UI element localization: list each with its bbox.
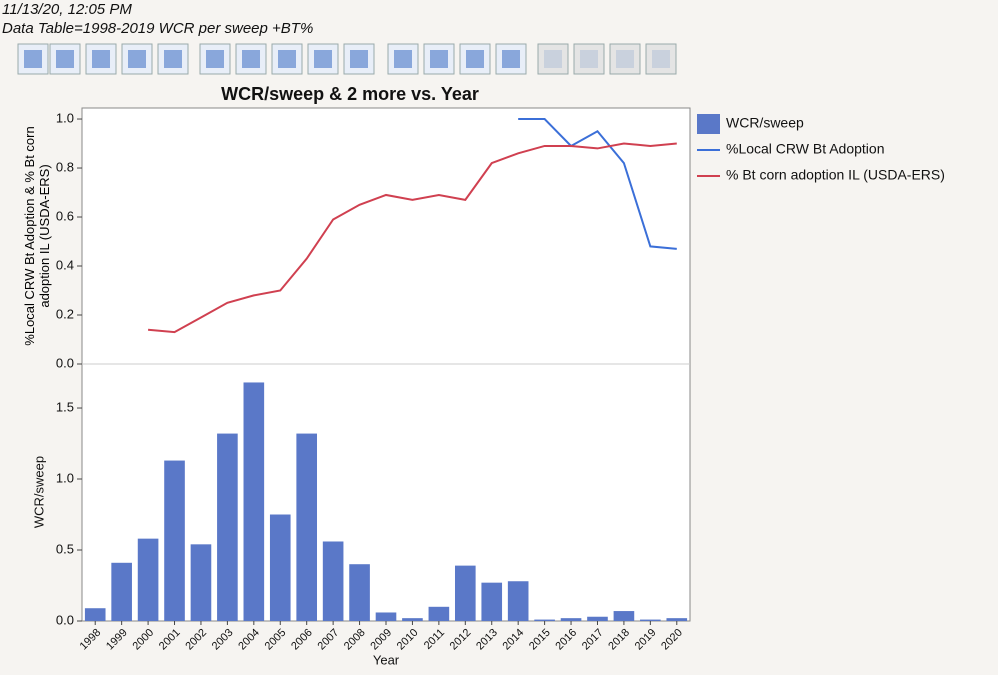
bar	[164, 460, 185, 621]
x-tick-label: 1999	[104, 627, 130, 653]
tool-icon	[164, 50, 182, 68]
y-tick-label: 0.0	[56, 612, 74, 627]
line	[518, 118, 677, 250]
x-tick-label: 2017	[580, 627, 606, 653]
y-tick-label: 1.0	[56, 110, 74, 125]
x-tick-label: 2001	[157, 627, 183, 653]
y-tick-label: 1.0	[56, 470, 74, 485]
timestamp: 11/13/20, 12:05 PM	[2, 1, 132, 18]
chart-title: WCR/sweep & 2 more vs. Year	[221, 84, 479, 104]
y-tick-label: 1.5	[56, 399, 74, 414]
x-tick-label: 2015	[527, 627, 553, 653]
tool-icon	[580, 50, 598, 68]
x-tick-label: 2018	[606, 627, 632, 653]
tool-icon	[56, 50, 74, 68]
bar	[560, 618, 582, 621]
x-tick-label: 2006	[289, 627, 315, 653]
x-tick-label: 2019	[633, 627, 659, 653]
table-name: Data Table=1998-2019 WCR per sweep +BT%	[2, 20, 314, 37]
y-tick-label: 0.8	[56, 159, 74, 174]
bar	[640, 619, 661, 621]
tool-button[interactable]	[609, 43, 641, 75]
bar	[666, 618, 688, 621]
legend-label: %Local CRW Bt Adoption	[726, 141, 885, 157]
bar	[217, 433, 238, 621]
bar	[349, 564, 370, 621]
bar	[402, 618, 423, 621]
tool-icon	[278, 50, 296, 68]
y2-axis-label: WCR/sweep	[31, 456, 46, 528]
bar	[481, 582, 503, 621]
x-tick-label: 2003	[210, 627, 236, 653]
bar	[84, 608, 106, 621]
bar	[375, 612, 397, 621]
legend-label: % Bt corn adoption IL (USDA-ERS)	[726, 167, 945, 183]
tool-icon	[652, 50, 670, 68]
bar	[269, 514, 291, 621]
tool-icon	[350, 50, 368, 68]
y-tick-label: 0.2	[56, 306, 74, 321]
x-tick-label: 2012	[448, 627, 474, 653]
x-tick-label: 2009	[368, 627, 394, 653]
x-tick-label: 2020	[659, 627, 685, 653]
bar	[587, 616, 608, 621]
tool-icon	[242, 50, 260, 68]
tool-icon	[430, 50, 448, 68]
bar	[613, 611, 635, 621]
tool-button[interactable]	[157, 43, 189, 75]
toolbar	[17, 43, 677, 75]
tool-icon	[466, 50, 484, 68]
bar	[137, 538, 159, 621]
y-tick-label: 0.4	[56, 257, 74, 272]
x-tick-label: 2000	[130, 627, 156, 653]
x-tick-label: 2014	[501, 627, 527, 653]
x-tick-label: 2007	[316, 627, 342, 653]
x-tick-label: 2004	[236, 627, 262, 653]
y-tick-label: 0.6	[56, 208, 74, 223]
tool-icon	[92, 50, 110, 68]
tool-icon	[394, 50, 412, 68]
bar	[322, 541, 344, 621]
bar	[111, 562, 132, 621]
bar	[428, 606, 450, 621]
tool-icon	[502, 50, 520, 68]
bar	[296, 433, 318, 621]
tool-icon	[314, 50, 332, 68]
x-tick-label: 2008	[342, 627, 368, 653]
x-tick-label: 2016	[553, 627, 579, 653]
line	[147, 142, 677, 334]
tool-icon	[128, 50, 146, 68]
bar	[507, 581, 529, 621]
bar	[534, 619, 555, 621]
tool-icon	[616, 50, 634, 68]
x-tick-label: 1998	[78, 627, 104, 653]
y-axis-label: %Local CRW Bt Adoption & % Bt corn adopt…	[22, 126, 52, 346]
x-tick-label: 2011	[422, 627, 447, 652]
bar	[243, 382, 265, 621]
tool-icon	[544, 50, 562, 68]
x-axis-label: Year	[373, 652, 400, 667]
y-tick-label: 0.0	[56, 355, 74, 370]
tool-icon	[24, 50, 42, 68]
bar	[454, 565, 476, 621]
x-tick-label: 2010	[395, 627, 421, 653]
x-tick-label: 2005	[263, 627, 289, 653]
legend-label: WCR/sweep	[726, 115, 804, 131]
x-tick-label: 2013	[474, 627, 500, 653]
x-tick-label: 2002	[183, 627, 209, 653]
tool-icon	[206, 50, 224, 68]
y-tick-label: 0.5	[56, 541, 74, 556]
legend-swatch	[697, 114, 720, 134]
bar	[190, 544, 212, 621]
